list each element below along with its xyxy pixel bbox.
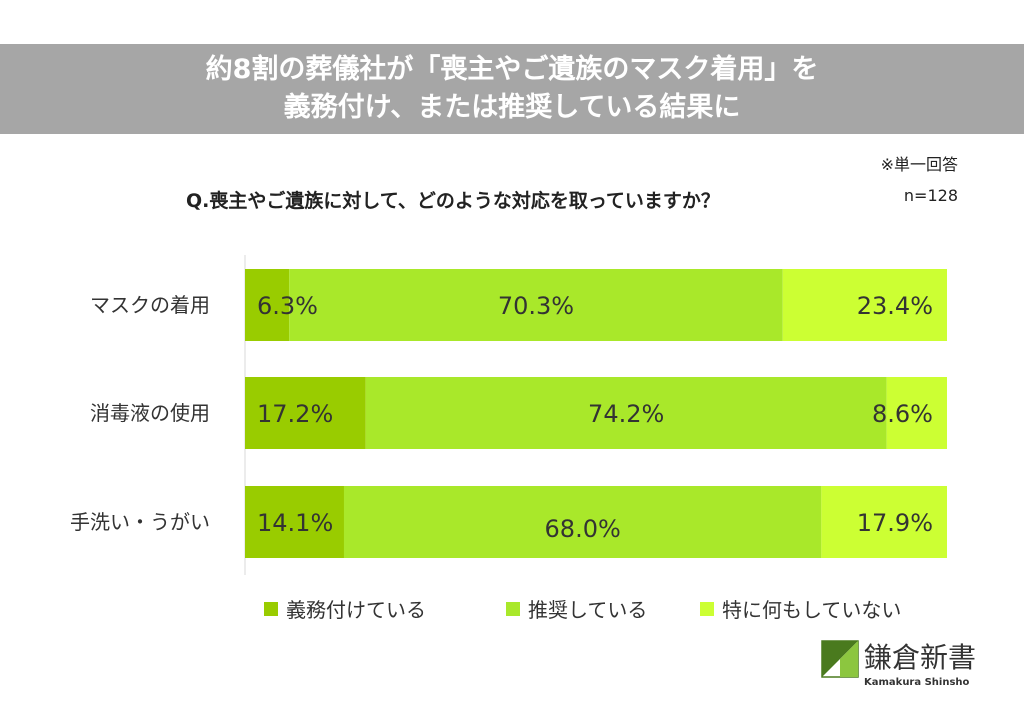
- data-label: 17.2%: [257, 400, 333, 428]
- company-logo: 鎌倉新書 Kamakura Shinsho: [821, 640, 976, 688]
- legend-label: 義務付けている: [286, 598, 426, 622]
- data-label: 17.9%: [857, 509, 933, 537]
- data-label: 70.3%: [498, 292, 574, 320]
- category-label: マスクの着用: [90, 293, 210, 317]
- bar-segment: [289, 269, 783, 341]
- bar-segment: [245, 269, 290, 341]
- category-label: 手洗い・うがい: [70, 510, 210, 534]
- legend-label: 推奨している: [528, 598, 647, 622]
- legend-swatch: [264, 602, 278, 616]
- bar-segment: [782, 269, 947, 341]
- bar-segment: [886, 377, 947, 449]
- bar-segment: [365, 377, 887, 449]
- legend-swatch: [700, 602, 714, 616]
- bar-segment: [245, 486, 344, 558]
- single-answer-note: ※単一回答: [880, 155, 958, 174]
- logo-name: 鎌倉新書: [864, 641, 976, 674]
- title-line-1: 約8割の葬儀社が「喪主やご遺族のマスク着用」を: [205, 54, 819, 85]
- legend: 義務付けている 推奨している 特に何もしていない: [264, 598, 901, 622]
- bar-segment: [821, 486, 947, 558]
- sample-size-note: n=128: [903, 186, 958, 205]
- data-label: 23.4%: [857, 292, 933, 320]
- data-label: 14.1%: [257, 509, 333, 537]
- title-banner: 約8割の葬儀社が「喪主やご遺族のマスク着用」を 義務付け、または推奨している結果…: [0, 44, 1024, 134]
- legend-swatch: [506, 602, 520, 616]
- bar-segment: [245, 377, 366, 449]
- bar-segment: [343, 486, 822, 558]
- logo-mark-light: [840, 641, 858, 677]
- data-label: 8.6%: [872, 400, 933, 428]
- data-label: 68.0%: [545, 515, 621, 543]
- data-label: 6.3%: [257, 292, 318, 320]
- legend-label: 特に何もしていない: [722, 598, 901, 622]
- bars-group: マスクの着用 6.3% 70.3% 23.4% 消毒液の使用 17.2% 74.2% 8.6%…: [70, 255, 947, 575]
- logo-subtitle: Kamakura Shinsho: [864, 677, 970, 688]
- title-line-2: 義務付け、または推奨している結果に: [283, 92, 741, 123]
- category-label: 消毒液の使用: [90, 401, 210, 425]
- data-label: 74.2%: [588, 400, 664, 428]
- survey-question: Q.喪主やご遺族に対して、どのような対応を取っていますか？: [186, 190, 720, 212]
